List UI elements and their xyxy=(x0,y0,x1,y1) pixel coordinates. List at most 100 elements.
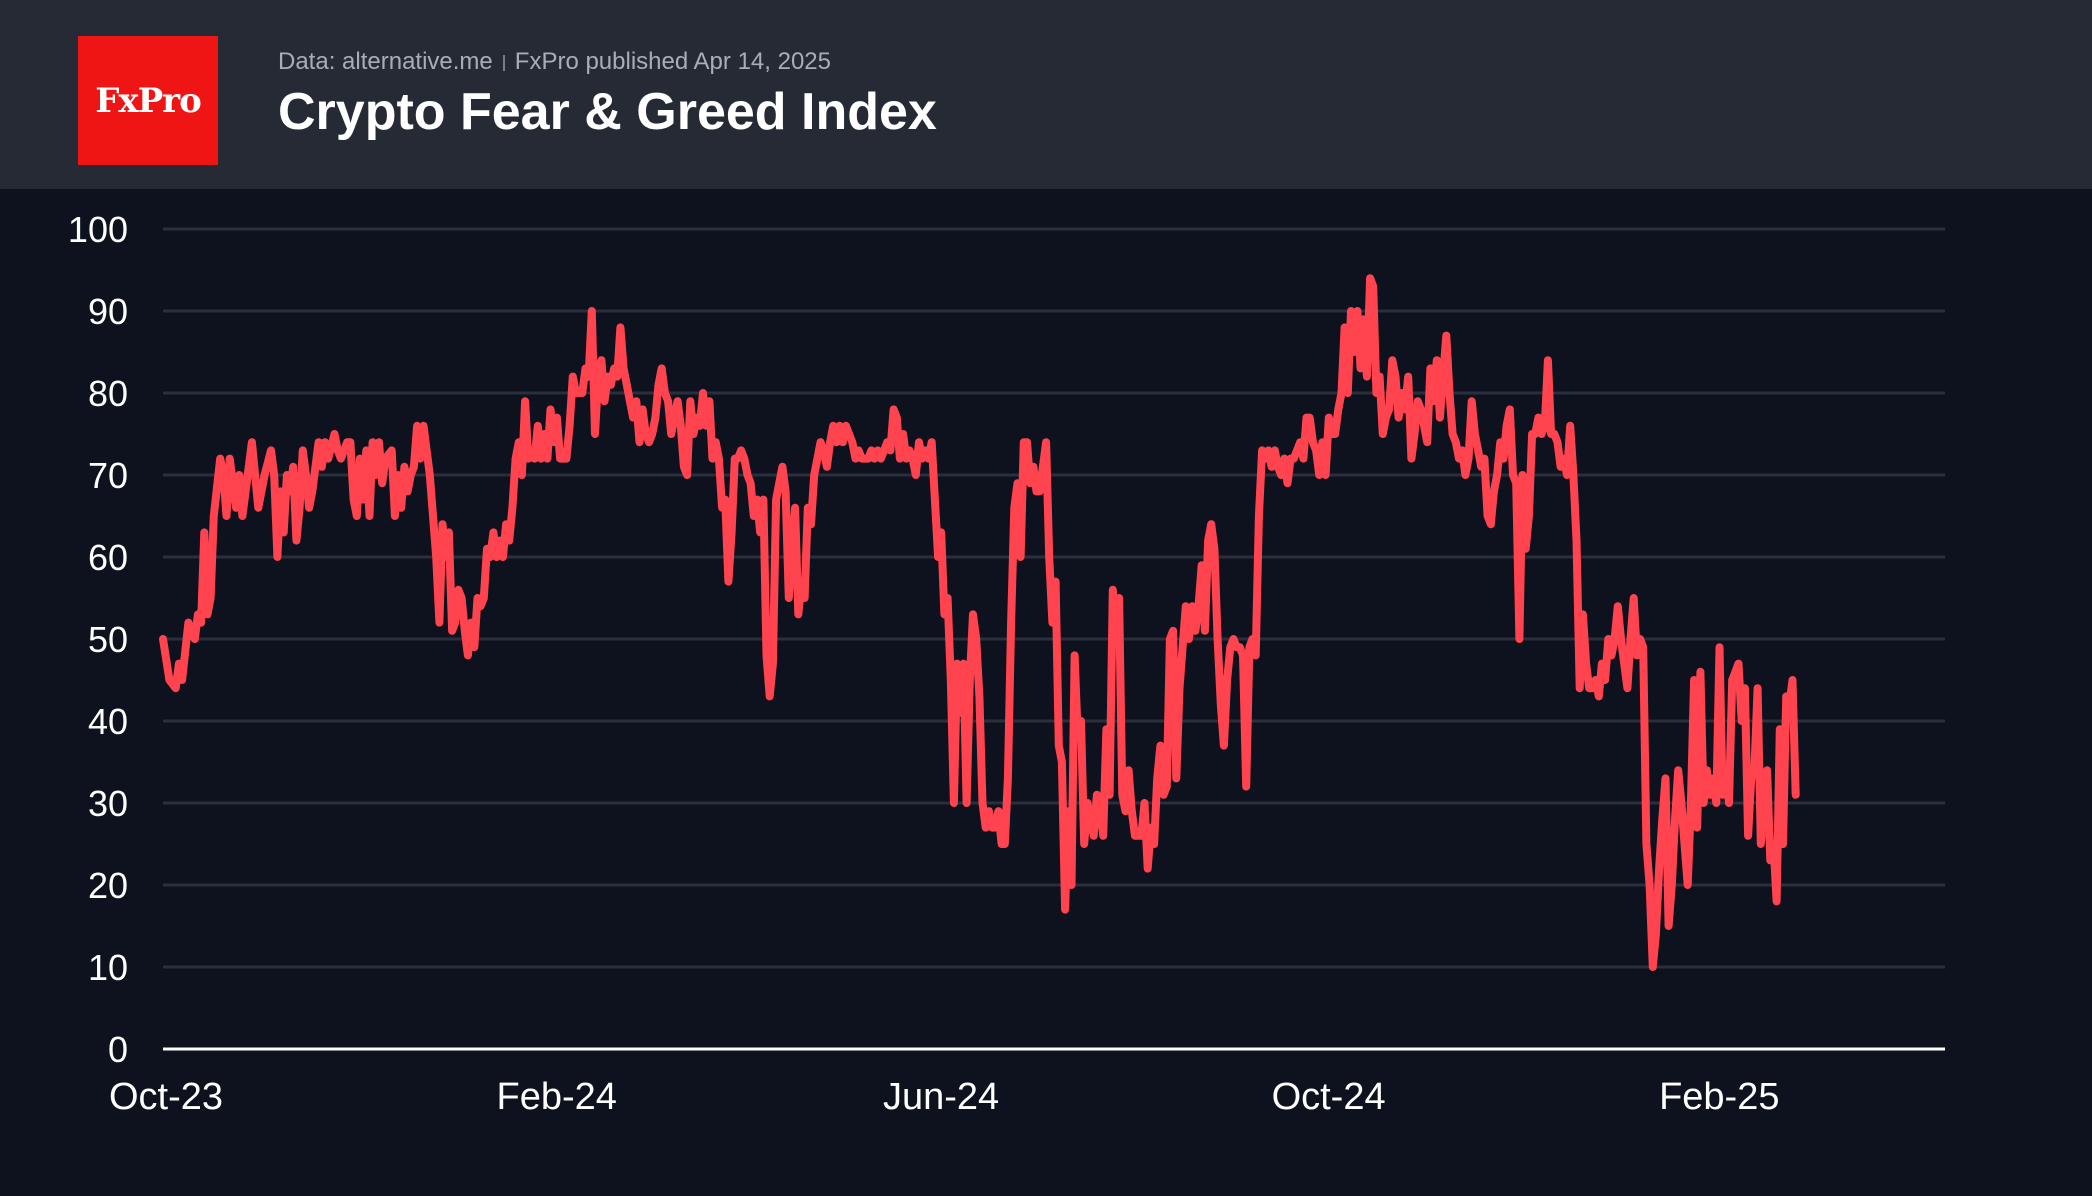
data-point xyxy=(359,458,361,460)
data-point xyxy=(1477,449,1479,451)
data-point xyxy=(222,474,224,476)
data-point xyxy=(422,425,425,427)
data-point xyxy=(1001,843,1003,845)
data-point xyxy=(1274,449,1276,451)
data-point xyxy=(1569,425,1571,427)
data-point xyxy=(1502,458,1505,460)
data-point xyxy=(953,802,955,804)
data-point xyxy=(1550,433,1552,435)
meta-line: Data: alternative.me FxPro published Apr … xyxy=(278,48,831,76)
data-point xyxy=(1213,548,1215,550)
data-point xyxy=(724,499,726,501)
data-point xyxy=(178,663,180,665)
data-point xyxy=(1375,392,1377,394)
data-point xyxy=(1680,802,1682,804)
data-point xyxy=(1766,769,1768,771)
data-point xyxy=(1512,474,1514,476)
data-point xyxy=(1452,433,1454,435)
data-point xyxy=(991,827,993,829)
data-point xyxy=(750,482,752,484)
data-point xyxy=(229,458,231,460)
header-bar: FxPro Data: alternative.me FxPro publishe… xyxy=(0,0,2092,189)
data-point xyxy=(762,499,765,501)
data-point xyxy=(1629,638,1632,640)
data-point xyxy=(245,490,247,492)
data-point xyxy=(1747,835,1749,837)
data-point xyxy=(1363,318,1365,320)
data-point xyxy=(225,515,228,517)
data-point xyxy=(804,597,806,599)
data-point xyxy=(1572,474,1574,476)
data-point xyxy=(495,556,498,558)
data-point xyxy=(378,441,380,443)
data-point xyxy=(924,449,927,451)
data-point xyxy=(1026,441,1028,443)
data-point xyxy=(1251,638,1254,640)
data-point xyxy=(400,507,402,509)
data-point xyxy=(1267,449,1269,451)
data-point xyxy=(1080,720,1082,722)
y-tick-label: 20 xyxy=(88,865,128,906)
data-point xyxy=(832,425,834,427)
data-point xyxy=(1099,802,1101,804)
data-point xyxy=(324,441,326,443)
data-point xyxy=(1366,376,1368,378)
data-point xyxy=(1455,441,1457,443)
data-point xyxy=(826,466,828,468)
data-point xyxy=(505,523,507,525)
data-point xyxy=(664,392,666,394)
data-point xyxy=(1325,474,1327,476)
data-point xyxy=(753,515,755,517)
data-point xyxy=(569,425,571,427)
data-point xyxy=(966,802,968,804)
data-point xyxy=(807,507,809,509)
data-point xyxy=(1350,310,1352,312)
data-point xyxy=(1604,679,1606,681)
data-point xyxy=(921,458,923,460)
data-point xyxy=(1051,622,1053,624)
data-point xyxy=(527,458,529,460)
data-point xyxy=(1140,835,1142,837)
data-point xyxy=(451,630,453,632)
data-point xyxy=(524,400,526,402)
data-point xyxy=(1658,868,1660,870)
data-point xyxy=(988,810,990,812)
data-point xyxy=(1105,728,1107,730)
data-point xyxy=(816,458,819,460)
data-point xyxy=(842,441,844,443)
data-point xyxy=(1172,630,1174,632)
data-point xyxy=(575,392,577,394)
data-point xyxy=(1302,458,1304,460)
data-point xyxy=(356,515,358,517)
data-point xyxy=(597,376,599,378)
data-point xyxy=(515,458,517,460)
data-point xyxy=(1007,777,1009,780)
data-point xyxy=(1788,704,1790,706)
data-point xyxy=(829,441,831,443)
data-point xyxy=(734,458,736,460)
data-point xyxy=(943,613,946,616)
data-point xyxy=(480,605,482,607)
data-point xyxy=(1791,679,1794,681)
data-point xyxy=(1487,515,1489,517)
data-point xyxy=(473,646,475,648)
data-point xyxy=(572,376,574,378)
data-point xyxy=(1439,417,1441,419)
x-tick-label: Feb-25 xyxy=(1659,1076,1779,1118)
data-point xyxy=(1220,704,1222,706)
data-point xyxy=(1058,745,1060,747)
data-point xyxy=(918,441,920,443)
data-point xyxy=(1563,458,1565,460)
data-point xyxy=(689,400,691,402)
data-point xyxy=(467,654,469,657)
data-point xyxy=(521,474,523,476)
data-point xyxy=(1534,433,1536,435)
data-point xyxy=(1207,540,1209,542)
data-point xyxy=(1147,868,1149,870)
data-point xyxy=(873,458,876,460)
data-point xyxy=(1286,482,1289,484)
data-point xyxy=(1353,351,1355,353)
data-point xyxy=(1067,810,1069,812)
data-point xyxy=(1255,654,1257,657)
